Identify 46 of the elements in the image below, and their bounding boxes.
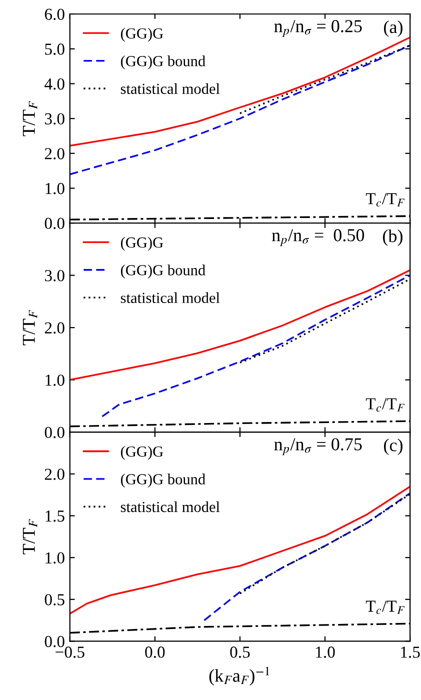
line-series — [70, 486, 410, 614]
y-tick-label: 0.0 — [44, 218, 64, 230]
y-tick-label: 0.0 — [44, 426, 64, 438]
y-axis-title: T/T$_{F}$ — [22, 100, 38, 136]
legend-label: (GG)G bound — [120, 474, 206, 488]
y-tick-label: 1.0 — [46, 374, 64, 386]
legend-label: (GG)G — [120, 28, 164, 42]
x-axis-title: (k$_{F}$a$_{F}$)$^{−1}$ — [209, 666, 270, 686]
annotation: (b) — [382, 230, 402, 246]
legend-label: (GG)G bound — [120, 264, 206, 278]
line-series — [239, 278, 410, 364]
annotation: (c) — [384, 438, 402, 455]
legend-label: (GG)G — [120, 236, 164, 251]
y-axis-title: T/T$_{F}$ — [22, 310, 38, 346]
x-tick-label: 0.0 — [145, 646, 165, 658]
y-tick-label: 0.0 — [44, 636, 64, 648]
y-tick-label: 2.0 — [44, 322, 64, 334]
y-tick-label: 5.0 — [45, 44, 64, 55]
x-tick-label: 1.0 — [316, 646, 335, 658]
legend-label: (GG)G bound — [120, 56, 206, 70]
y-tick-label: 2.0 — [44, 468, 64, 480]
y-tick-label: 1.0 — [46, 552, 64, 564]
y-tick-label: 4.0 — [44, 78, 64, 90]
annotation: n$_{p}$/n$_{σ}$ = 0.75 — [274, 438, 362, 456]
y-tick-label: 1.0 — [46, 182, 64, 194]
legend-label: statistical model — [120, 292, 220, 304]
legend-label: (GG)G — [120, 446, 164, 460]
line-series — [70, 44, 410, 176]
x-tick-label: 0.5 — [230, 646, 250, 658]
annotation: (a) — [384, 20, 402, 37]
y-axis-title: T/T$_{F}$ — [22, 519, 38, 554]
x-tick-label: −0.5 — [56, 646, 84, 658]
series-label: T$_{c}$/T$_{F}$ — [366, 600, 405, 614]
y-tick-label: 2.0 — [44, 148, 64, 160]
annotation: n$_{p}$/n$_{σ}$ = 0.25 — [274, 20, 362, 38]
y-tick-label: 1.5 — [46, 510, 64, 522]
legend-label: statistical model — [120, 501, 220, 512]
y-tick-label: 3.0 — [44, 270, 64, 282]
y-tick-label: 3.0 — [44, 113, 64, 125]
y-tick-label: 0.5 — [44, 594, 64, 606]
series-label: T$_{c}$/T$_{F}$ — [366, 398, 405, 412]
legend-label: statistical model — [120, 83, 220, 94]
y-tick-label: 6.0 — [44, 8, 64, 20]
series-label: T$_{c}$/T$_{F}$ — [366, 193, 405, 207]
annotation: n$_{p}$/n$_{σ}$ = 0.50 — [272, 229, 364, 246]
x-tick-label: 1.5 — [401, 646, 420, 658]
